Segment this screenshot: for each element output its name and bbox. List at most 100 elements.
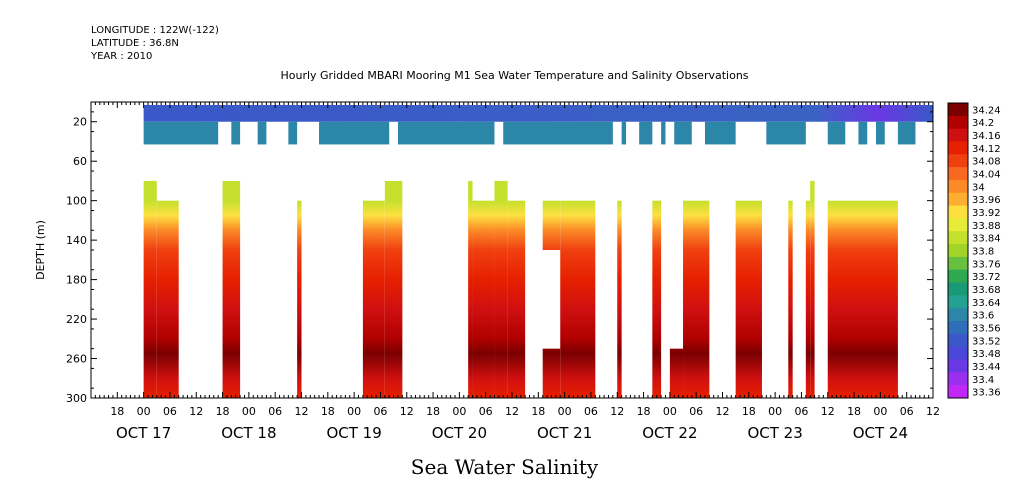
- variable-title: Sea Water Salinity: [410, 455, 599, 479]
- x-day-label: OCT 18: [221, 424, 276, 442]
- colorbar-cell: [948, 218, 968, 232]
- x-tick-label: 18: [847, 405, 861, 418]
- colorbar-label: 33.72: [972, 272, 1001, 283]
- x-tick-label: 00: [558, 405, 572, 418]
- x-tick-label: 18: [426, 405, 440, 418]
- colorbar-cell: [948, 269, 968, 284]
- y-axis-label: DEPTH (m): [34, 220, 47, 280]
- colorbar-label: 34.12: [972, 144, 1001, 155]
- deep-profile-cell: [788, 200, 793, 398]
- y-tick-label: 300: [66, 392, 87, 405]
- x-day-label: OCT 17: [116, 424, 171, 442]
- colorbar-cell: [948, 256, 968, 271]
- colorbar-label: 33.88: [972, 221, 1001, 232]
- surface-layer-cell: [143, 104, 933, 122]
- deep-profile-cell: [669, 348, 684, 398]
- x-day-label: OCT 24: [853, 424, 908, 442]
- x-tick-label: 00: [663, 405, 677, 418]
- colorbar-label: 34.2: [972, 118, 994, 129]
- colorbar-cell: [948, 103, 968, 117]
- y-tick-label: 60: [73, 155, 87, 168]
- deep-profile-cell: [683, 200, 710, 398]
- x-day-label: OCT 23: [747, 424, 802, 442]
- colorbar-cell: [948, 167, 968, 181]
- deep-profile-cell: [735, 200, 762, 398]
- colorbar-label: 34.24: [972, 105, 1001, 116]
- x-day-label: OCT 21: [537, 424, 592, 442]
- deep-profile-cell: [542, 348, 561, 398]
- y-tick-label: 260: [66, 353, 87, 366]
- colorbar-cell: [948, 359, 968, 373]
- deep-profile-cell: [362, 200, 385, 398]
- y-tick-label: 220: [66, 313, 87, 326]
- colorbar-cell: [948, 192, 968, 207]
- y-tick-label: 180: [66, 274, 87, 287]
- x-tick-label: 06: [689, 405, 703, 418]
- x-tick-label: 12: [505, 405, 519, 418]
- second-layer-cell: [143, 121, 219, 145]
- deep-profile-cell: [560, 200, 596, 398]
- y-tick-label: 140: [66, 234, 87, 247]
- second-layer-cell: [661, 121, 666, 145]
- x-tick-label: 12: [610, 405, 624, 418]
- deep-profile-cell: [805, 200, 811, 398]
- x-tick-label: 06: [794, 405, 808, 418]
- deep-profile-cell: [827, 200, 898, 398]
- deep-profile-cell: [617, 200, 622, 398]
- colorbar-label: 34.16: [972, 131, 1001, 142]
- x-tick-label: 18: [531, 405, 545, 418]
- x-tick-label: 18: [742, 405, 756, 418]
- second-layer-cell: [639, 121, 653, 145]
- second-layer-cell: [621, 121, 627, 145]
- colorbar-label: 33.8: [972, 247, 994, 258]
- x-day-label: OCT 22: [642, 424, 697, 442]
- x-tick-label: 06: [268, 405, 282, 418]
- x-tick-label: 06: [479, 405, 493, 418]
- second-layer-cell: [827, 121, 846, 145]
- colorbar-cell: [948, 295, 968, 309]
- colorbar-cell: [948, 244, 968, 258]
- x-tick-label: 06: [584, 405, 598, 418]
- second-layer-cell: [674, 121, 692, 145]
- colorbar-label: 33.92: [972, 208, 1001, 219]
- colorbar-label: 33.36: [972, 388, 1001, 399]
- x-tick-label: 12: [926, 405, 940, 418]
- x-tick-label: 00: [873, 405, 887, 418]
- colorbar-cell: [948, 321, 968, 335]
- year-label: YEAR : 2010: [91, 51, 153, 62]
- colorbar-label: 33.68: [972, 285, 1001, 296]
- colorbar-frame: [947, 102, 969, 399]
- x-tick-label: 18: [216, 405, 230, 418]
- colorbar-cell: [948, 141, 968, 155]
- colorbar-label: 33.56: [972, 323, 1001, 334]
- second-layer-cell: [288, 121, 298, 145]
- second-layer-cell: [897, 121, 916, 145]
- deep-profile-cell: [494, 180, 508, 398]
- colorbar-cell: [948, 333, 968, 348]
- y-tick-label: 100: [66, 195, 87, 208]
- deep-profile-cell: [472, 200, 495, 398]
- x-day-label: OCT 19: [326, 424, 381, 442]
- x-tick-label: 12: [716, 405, 730, 418]
- colorbar-cell: [948, 179, 968, 194]
- colorbar-cell: [948, 346, 968, 361]
- x-tick-label: 06: [163, 405, 177, 418]
- x-tick-label: 00: [137, 405, 151, 418]
- x-tick-label: 18: [637, 405, 651, 418]
- colorbar-label: 33.52: [972, 336, 1001, 347]
- deep-profile-cell: [810, 180, 815, 398]
- axes: 20 60 100 140 180 220 260 300 DEPTH (m) 18 00 06 12 1…: [34, 101, 940, 442]
- colorbar-cell: [948, 231, 968, 245]
- second-layer-cell: [257, 121, 267, 145]
- colorbar-label: 33.44: [972, 362, 1001, 373]
- colorbar-label: 34.04: [972, 170, 1001, 181]
- deep-profile-cell: [156, 200, 179, 398]
- colorbar-label: 33.96: [972, 195, 1001, 206]
- x-tick-label: 06: [373, 405, 387, 418]
- colorbar-label: 33.84: [972, 234, 1001, 245]
- deep-profile-cell: [652, 200, 662, 398]
- colorbar-cell: [948, 154, 968, 168]
- x-tick-label: 00: [452, 405, 466, 418]
